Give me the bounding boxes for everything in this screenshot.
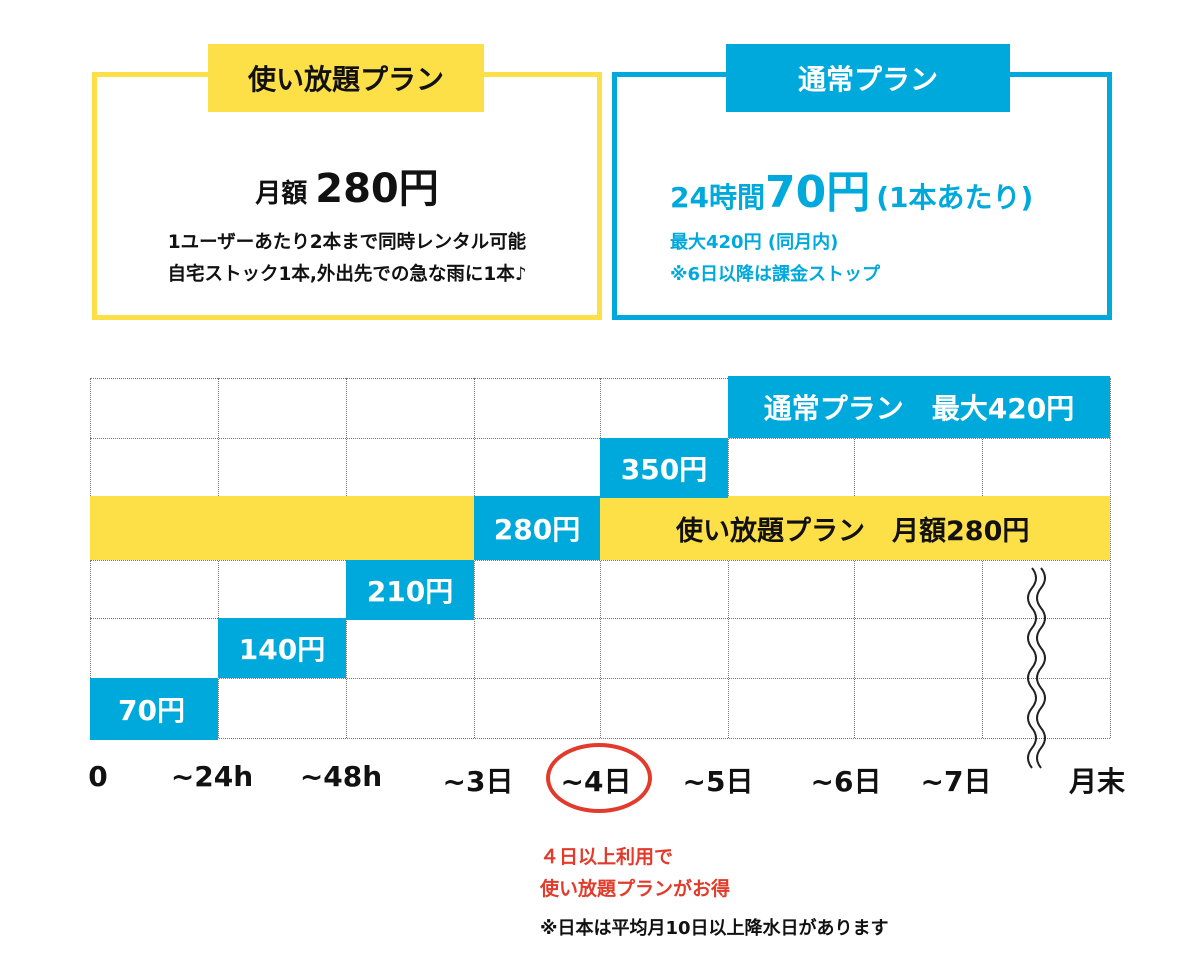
x-axis-label: ~24h — [170, 760, 254, 793]
unlimited-plan-price: 月額 280円 — [92, 156, 602, 214]
highlight-circle — [546, 743, 652, 813]
wavy-break-icon — [1027, 567, 1046, 769]
standard-note-1: 最大420円 (同月内) — [670, 232, 839, 253]
advice-note-2: 使い放題プランがお得 — [540, 878, 731, 900]
standard-price-value: 70円 — [764, 167, 871, 218]
unlimited-price-label: 月額 — [255, 179, 308, 209]
unlimited-desc-1: 1ユーザーあたり2本まで同時レンタル可能 — [167, 232, 527, 253]
step-label-280: 280円 — [493, 513, 581, 546]
advice-note-1: ４日以上利用で — [540, 846, 674, 868]
standard-max-label: 通常プラン 最大420円 — [763, 392, 1075, 425]
standard-price-suffix: (1本あたり) — [876, 181, 1034, 214]
step-label-350: 350円 — [620, 453, 708, 486]
step-bar-210: 210円 — [346, 560, 474, 620]
standard-note-2: ※6日以降は課金ストップ — [670, 264, 881, 285]
step-label-210: 210円 — [366, 575, 454, 608]
standard-plan-tab: 通常プラン — [726, 44, 1010, 112]
unlimited-band — [90, 496, 1110, 560]
rain-days-note: ※日本は平均月10日以上降水日があります — [540, 918, 889, 939]
step-bar-280: 280円 — [474, 496, 600, 560]
x-axis-label: ~48h — [299, 760, 383, 793]
standard-price-prefix: 24時間 — [670, 181, 765, 214]
unlimited-desc-2: 自宅ストック1本,外出先での急な雨に1本♪ — [167, 264, 527, 285]
step-bar-70: 70円 — [90, 678, 218, 740]
standard-plan-price: 24時間70円 (1本あたり) — [670, 156, 1033, 220]
standard-max-bar: 通常プラン 最大420円 — [728, 376, 1110, 438]
x-axis-label: 0 — [88, 760, 108, 793]
x-axis-label: ~7日 — [920, 765, 992, 798]
unlimited-band-label-wrap: 使い放題プラン 月額280円 — [676, 496, 1076, 560]
step-bar-350: 350円 — [600, 438, 728, 498]
x-axis-label: ~6日 — [810, 765, 882, 798]
step-label-70: 70円 — [118, 694, 185, 727]
step-label-140: 140円 — [238, 633, 326, 666]
grid-line-v — [1110, 378, 1111, 738]
x-axis-label: ~5日 — [682, 765, 754, 798]
grid-line-h — [90, 738, 1110, 739]
unlimited-price-value: 280円 — [315, 166, 439, 212]
x-axis-label: 月末 — [1068, 765, 1126, 798]
x-axis-label: ~3日 — [442, 765, 514, 798]
step-bar-140: 140円 — [218, 618, 346, 678]
unlimited-plan-tab: 使い放題プラン — [208, 44, 484, 112]
unlimited-band-label: 使い放題プラン 月額280円 — [676, 515, 1030, 547]
